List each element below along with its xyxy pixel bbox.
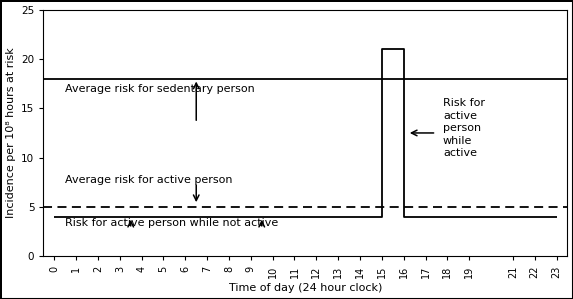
- Text: Average risk for sedentary person: Average risk for sedentary person: [65, 84, 255, 94]
- Text: Risk for
active
person
while
active: Risk for active person while active: [443, 98, 485, 158]
- Text: Risk for active person while not active: Risk for active person while not active: [65, 218, 278, 228]
- Text: Average risk for active person: Average risk for active person: [65, 176, 233, 185]
- Y-axis label: Incidence per 10⁸ hours at risk: Incidence per 10⁸ hours at risk: [6, 48, 15, 218]
- X-axis label: Time of day (24 hour clock): Time of day (24 hour clock): [229, 283, 382, 293]
